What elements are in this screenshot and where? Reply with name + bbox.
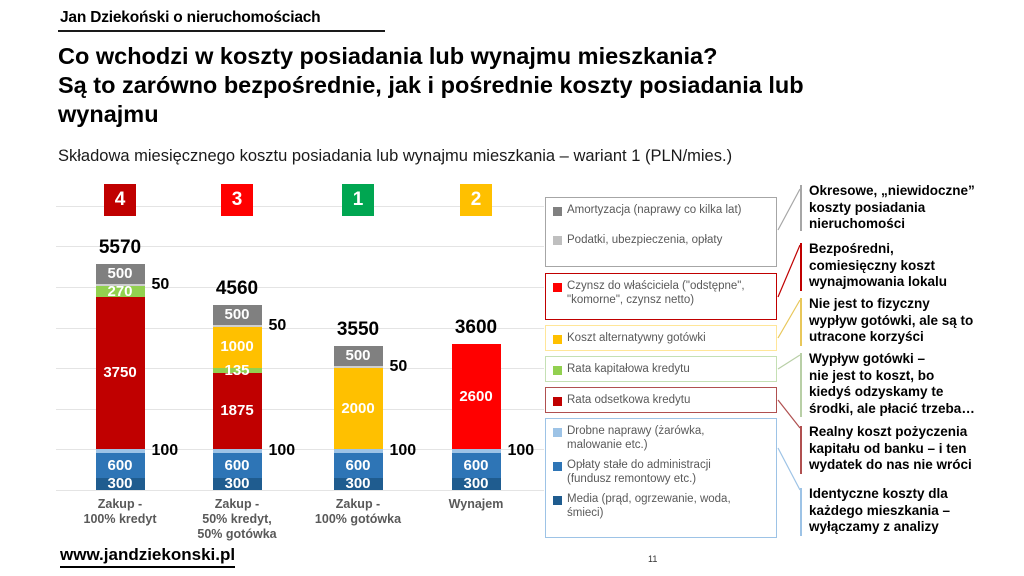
connector-line — [777, 299, 801, 339]
footer-website-link[interactable]: www.jandziekonski.pl — [60, 545, 236, 568]
connector-line — [777, 447, 801, 491]
segment-outside-label: 50 — [151, 276, 170, 294]
segment-value-label: 500 — [107, 265, 133, 282]
brand-header: Jan Dziekoński o nieruchomościach — [60, 9, 321, 26]
segment-value-label: 300 — [107, 474, 133, 492]
segment-value-label: 300 — [224, 474, 250, 492]
segment-outside-label: 50 — [268, 317, 287, 335]
bar-segment — [333, 366, 383, 369]
segment-value-label: 1000 — [220, 338, 254, 356]
bar-segment — [212, 304, 262, 326]
bar-rank-badge: 1 — [342, 184, 374, 216]
chart-gridline — [56, 327, 544, 329]
bar-segment — [333, 477, 383, 490]
segment-value-label: 135 — [224, 361, 250, 379]
bar-segment — [333, 368, 383, 450]
connector-line — [777, 354, 801, 370]
chart-gridline — [56, 368, 544, 370]
bar-segment — [95, 263, 145, 285]
chart-gridline — [56, 205, 544, 207]
bar-segment — [212, 373, 262, 450]
segment-value-label: 600 — [463, 456, 489, 474]
chart-title: Składowa miesięcznego kosztu posiadania … — [58, 147, 733, 165]
bar-total-label: 5570 — [98, 236, 142, 258]
bar-segment — [95, 477, 145, 490]
bar-segment — [212, 453, 262, 478]
segment-value-label: 600 — [107, 456, 133, 474]
segment-value-label: 500 — [345, 347, 371, 365]
bar-segment — [333, 453, 383, 478]
category-label: Zakup - 50% kredyt, 50% gotówka — [197, 497, 277, 541]
category-label: Zakup - 100% kredyt — [83, 497, 157, 526]
connector-line — [777, 399, 801, 429]
segment-value-label: 600 — [224, 456, 250, 474]
bar-segment — [212, 449, 262, 454]
category-label: Wynajem — [448, 497, 504, 511]
bar-rank-badge: 4 — [104, 184, 136, 216]
bar-segment — [212, 327, 262, 368]
bar-segment — [95, 297, 145, 450]
chart-gridline — [56, 490, 544, 491]
page-title: Co wchodzi w koszty posiadania lub wynaj… — [58, 43, 804, 127]
segment-value-label: 300 — [345, 474, 371, 492]
bar-segment — [95, 286, 145, 298]
bar-total-label: 3550 — [336, 318, 380, 340]
bar-total-label: 3600 — [454, 316, 498, 338]
chart-gridline — [56, 449, 544, 451]
segment-value-label: 270 — [107, 282, 133, 300]
bar-rank-badge: 2 — [460, 184, 492, 216]
segment-outside-label: 50 — [389, 358, 408, 376]
bar-segment — [333, 345, 383, 367]
segment-value-label: 3750 — [103, 364, 137, 382]
chart-gridline — [56, 408, 544, 410]
connector-line — [777, 188, 801, 231]
bar-total-label: 4560 — [215, 277, 259, 299]
bar-segment — [333, 449, 383, 454]
bar-rank-badge: 3 — [221, 184, 253, 216]
bar-segment — [212, 477, 262, 490]
chart-gridline — [56, 287, 544, 288]
connector-line — [777, 244, 801, 298]
segment-outside-label: 100 — [507, 442, 535, 460]
segment-value-label: 2600 — [459, 387, 493, 405]
bar-segment — [451, 477, 501, 490]
header-divider — [58, 30, 385, 32]
bar-segment — [95, 284, 145, 287]
bar-segment — [212, 325, 262, 328]
bar-segment — [212, 367, 262, 374]
stacked-bar-chart: 4 300 600 100 3750 270 50 500 5570 Zakup - 100% k… — [56, 180, 544, 576]
chart-gridline — [56, 246, 544, 248]
category-label: Zakup - 100% gotówka — [314, 497, 402, 526]
page-number: 11 — [648, 554, 658, 564]
bar-segment — [451, 449, 501, 454]
segment-value-label: 300 — [463, 474, 489, 492]
bar-segment — [95, 449, 145, 454]
bar-segment — [95, 453, 145, 478]
bar-segment — [451, 343, 501, 450]
segment-value-label: 600 — [345, 456, 371, 474]
segment-value-label: 1875 — [220, 402, 254, 420]
segment-outside-label: 100 — [151, 442, 179, 460]
segment-value-label: 2000 — [341, 399, 375, 417]
segment-value-label: 500 — [224, 306, 250, 323]
bar-segment — [451, 453, 501, 478]
segment-outside-label: 100 — [389, 442, 417, 460]
segment-outside-label: 100 — [268, 442, 296, 460]
